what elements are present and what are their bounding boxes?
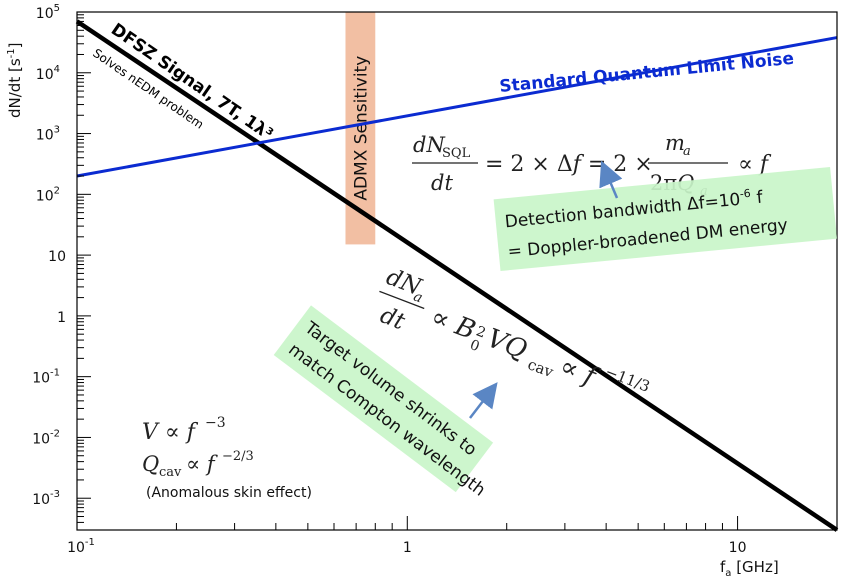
y-tick-label: 104 — [36, 64, 60, 83]
y-axis-label: dN/dt [s-1] — [6, 43, 24, 118]
svg-text:cav: cav — [159, 465, 182, 480]
y-tick-label: 105 — [36, 3, 60, 22]
svg-text:VQ: VQ — [483, 323, 531, 365]
series-layer — [75, 19, 839, 532]
y-tick-label: 103 — [36, 125, 60, 144]
y-tick-label: 10-3 — [32, 489, 60, 508]
svg-text:= 2 × Δf = 2 ×: = 2 × Δf = 2 × — [485, 152, 653, 177]
svg-text:m: m — [665, 131, 685, 155]
skin-effect-note: (Anomalous skin effect) — [146, 485, 312, 501]
svg-text:V ∝ f: V ∝ f — [142, 420, 199, 445]
target-arrow — [469, 382, 498, 419]
detection-bandwidth-note: Detection bandwidth Δf=10-6 f = Doppler-… — [493, 166, 837, 272]
svg-text:−3: −3 — [205, 415, 226, 431]
x-tick-label: 1 — [403, 540, 412, 556]
svg-text:dt: dt — [377, 302, 409, 335]
sql-series-label: Standard Quantum Limit Noise — [499, 49, 795, 97]
svg-text:dN: dN — [413, 133, 445, 157]
svg-text:∝ f: ∝ f — [738, 152, 772, 177]
detection-arrow — [599, 160, 623, 199]
y-tick-label: 1 — [57, 310, 66, 326]
y-tick-label: 10-1 — [32, 368, 60, 387]
signal-line — [75, 19, 839, 532]
svg-text:∝ f: ∝ f — [186, 452, 218, 476]
tick-layer — [76, 11, 838, 531]
y-tick-label: 10-2 — [32, 428, 60, 447]
plot-frame — [76, 11, 838, 531]
admx-band-label: ADMX Sensitivity — [351, 56, 371, 201]
svg-text:cav: cav — [525, 355, 556, 381]
x-axis-label: fa [GHz] — [720, 558, 779, 579]
svg-text:dt: dt — [431, 171, 453, 195]
sql-formula: dN SQL dt = 2 × Δf = 2 × m a 2πQ a ∝ f — [412, 131, 772, 199]
scaling-laws: V ∝ f −3 Q cav ∝ f −2/3 — [142, 415, 254, 480]
svg-text:∝ f: ∝ f — [556, 351, 604, 393]
svg-text:Q: Q — [142, 452, 159, 476]
svg-text:a: a — [683, 144, 691, 159]
svg-text:−2/3: −2/3 — [222, 449, 254, 464]
y-tick-label: 102 — [36, 185, 60, 204]
svg-text:SQL: SQL — [442, 146, 471, 161]
x-tick-label: 10 — [729, 540, 747, 556]
sql-noise-line — [76, 36, 838, 178]
x-tick-label: 10-1 — [67, 537, 95, 556]
y-tick-label: 10 — [48, 249, 66, 265]
